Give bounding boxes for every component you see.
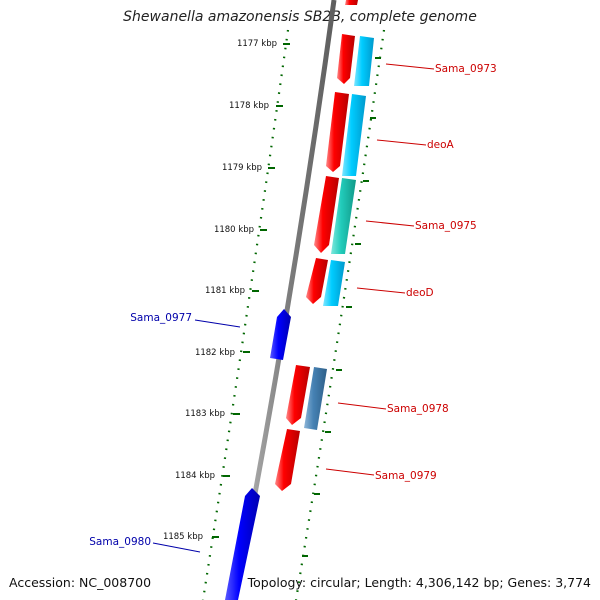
leader-line (356, 287, 406, 294)
gene-block-sama-0978[interactable] (286, 365, 310, 425)
gene-label[interactable]: deoA (427, 139, 455, 151)
tick-label: 1180 kbp (214, 225, 254, 235)
gene-block-sama-0977[interactable] (270, 309, 291, 360)
forward-genes (275, 0, 358, 491)
leader-line (365, 220, 415, 227)
tick-label: 1181 kbp (205, 286, 245, 296)
gene-block-deod[interactable] (306, 258, 328, 304)
gene-label[interactable]: Sama_0978 (387, 403, 449, 415)
cog-block (354, 36, 374, 86)
scale-ticks (212, 43, 381, 557)
cog-blocks (304, 36, 374, 430)
gene-block-sama-0980[interactable] (225, 488, 260, 600)
gene-block-sama-0973[interactable] (337, 34, 355, 84)
gene-labels: Sama_0973 deoA Sama_0975 deoD Sama_0977 … (89, 63, 496, 548)
reverse-genes (225, 309, 291, 600)
gene-label[interactable]: Sama_0979 (375, 470, 437, 482)
gene-label[interactable]: Sama_0977 (130, 312, 192, 324)
cog-block (304, 367, 327, 430)
leader-line (152, 542, 201, 553)
gene-label[interactable]: Sama_0980 (89, 536, 151, 548)
tick-label: 1184 kbp (175, 471, 215, 481)
scale-ring (201, 29, 386, 600)
tick-label: 1183 kbp (185, 409, 225, 419)
tick-label: 1179 kbp (222, 163, 262, 173)
gene-block-sama-0972[interactable] (345, 0, 358, 5)
leader-line (325, 468, 375, 476)
gene-block-deoa[interactable] (326, 92, 349, 172)
cog-block (331, 178, 356, 254)
tick-labels: 1177 kbp 1178 kbp 1179 kbp 1180 kbp 1181… (163, 39, 277, 542)
tick-label: 1177 kbp (237, 39, 277, 49)
label-leaders (152, 63, 435, 553)
gene-label[interactable]: Sama_0975 (415, 220, 477, 232)
leader-line (376, 139, 427, 146)
gene-block-sama-0979[interactable] (275, 429, 300, 491)
gene-block-sama-0975[interactable] (314, 176, 339, 253)
accession-text: Accession: NC_008700 (9, 575, 152, 590)
genome-summary-text: Topology: circular; Length: 4,306,142 bp… (247, 575, 591, 590)
tick-label: 1182 kbp (195, 348, 235, 358)
cog-block (342, 94, 366, 176)
leader-line (194, 319, 241, 328)
leader-line (385, 63, 435, 70)
map-title: Shewanella amazonensis SB2B, complete ge… (123, 9, 477, 25)
tick-label: 1178 kbp (229, 101, 269, 111)
gene-label[interactable]: deoD (406, 287, 434, 299)
tick-label: 1185 kbp (163, 532, 203, 542)
gene-label[interactable]: Sama_0973 (435, 63, 497, 75)
leader-line (337, 402, 387, 410)
cog-block (323, 260, 345, 306)
